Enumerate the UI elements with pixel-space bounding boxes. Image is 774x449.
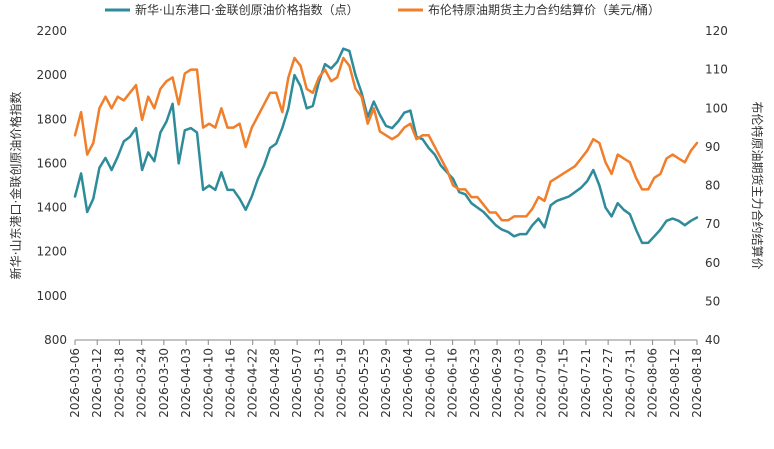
left-y-axis: 800 1000 1200 1400 1600 1800 2000 2200 新华·山东港口·金… [8, 24, 67, 347]
x-tick-label: 2026-06-29 [490, 348, 504, 418]
left-y-tick-label: 2200 [36, 24, 67, 38]
x-axis: 2026-03-06 2026-03-12 2026-03-18 2026-03-24… [68, 339, 704, 418]
x-tick-label: 2026-08-18 [690, 348, 704, 418]
x-tick-label: 2026-05-19 [335, 348, 349, 418]
x-tick-label: 2026-03-18 [112, 348, 126, 418]
legend-label: 布伦特原油期货主力合约结算价（美元/桶） [428, 2, 660, 17]
right-y-tick-label: 110 [705, 63, 728, 77]
left-y-tick-label: 1400 [36, 201, 67, 215]
x-tick-label: 2026-04-16 [224, 348, 238, 418]
left-y-tick-label: 2000 [36, 68, 67, 82]
right-y-tick-label: 60 [705, 256, 720, 270]
x-tick-label: 2026-07-15 [557, 348, 571, 418]
right-y-axis-title: 布伦特原油期货主力合约结算价 [750, 101, 765, 269]
x-tick-label: 2026-03-06 [68, 348, 82, 418]
x-tick-label: 2026-04-28 [268, 348, 282, 418]
x-tick-label: 2026-03-30 [157, 348, 171, 418]
series-line-index [73, 47, 699, 245]
x-tick-label: 2026-06-16 [446, 348, 460, 418]
x-tick-label: 2026-07-27 [601, 348, 615, 418]
right-y-tick-label: 120 [705, 24, 728, 38]
left-y-tick-label: 800 [44, 333, 67, 347]
plot-area [73, 47, 699, 245]
right-y-tick-label: 80 [705, 179, 720, 193]
left-y-tick-label: 1600 [36, 156, 67, 170]
right-y-tick-label: 40 [705, 333, 720, 347]
x-tick-label: 2026-06-23 [468, 348, 482, 418]
x-tick-label: 2026-08-12 [668, 348, 682, 418]
x-tick-label: 2026-05-13 [312, 348, 326, 418]
x-tick-label: 2026-07-21 [579, 348, 593, 418]
legend: 新华·山东港口·金联创原油价格指数（点） 布伦特原油期货主力合约结算价（美元/桶） [105, 2, 660, 17]
x-tick-label: 2026-04-22 [246, 348, 260, 418]
x-tick-label: 2026-07-09 [535, 348, 549, 418]
x-tick-label: 2026-05-25 [357, 348, 371, 418]
x-tick-label: 2026-05-07 [290, 348, 304, 418]
left-y-tick-label: 1800 [36, 112, 67, 126]
right-y-tick-label: 100 [705, 101, 728, 115]
right-y-axis: 40 50 60 70 80 90 100 110 120 布伦特原油期货主力合约结算价 [705, 24, 765, 347]
x-tick-label: 2026-06-10 [423, 348, 437, 418]
legend-label: 新华·山东港口·金联创原油价格指数（点） [135, 2, 359, 17]
x-tick-label: 2026-03-24 [135, 348, 149, 418]
x-tick-label: 2026-05-29 [379, 348, 393, 418]
series-line-brent [73, 56, 699, 222]
x-tick-label: 2026-03-12 [90, 348, 104, 418]
right-y-tick-label: 70 [705, 217, 720, 231]
x-tick-label: 2026-07-31 [623, 348, 637, 418]
x-tick-label: 2026-04-10 [201, 348, 215, 418]
x-tick-label: 2026-04-03 [179, 348, 193, 418]
right-y-tick-label: 90 [705, 140, 720, 154]
x-tick-label: 2026-08-06 [646, 348, 660, 418]
x-tick-label: 2026-07-03 [512, 348, 526, 418]
left-y-tick-label: 1000 [36, 289, 67, 303]
left-y-tick-label: 1200 [36, 245, 67, 259]
right-y-tick-label: 50 [705, 294, 720, 308]
x-tick-label: 2026-06-04 [401, 348, 415, 418]
left-y-axis-title: 新华·山东港口·金联创原油价格指数 [8, 92, 23, 280]
